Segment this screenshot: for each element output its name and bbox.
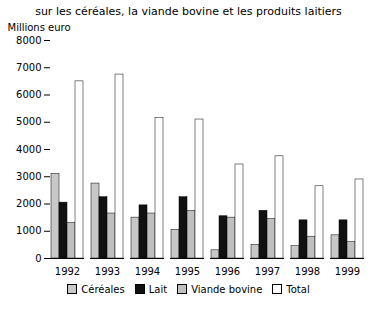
html-text:Viande bovine: Viande bovine	[191, 283, 263, 295]
svg-text:0: 0	[35, 253, 41, 264]
svg-text:1997: 1997	[255, 266, 280, 277]
html-text:sur les céréales, la viande bo: sur les céréales, la viande bovine et le…	[35, 5, 342, 18]
svg-text:1993: 1993	[95, 266, 120, 277]
svg-text:1996: 1996	[215, 266, 240, 277]
svg-text:6000: 6000	[16, 89, 41, 100]
svg-text:1995: 1995	[175, 266, 200, 277]
svg-text:1998: 1998	[295, 266, 320, 277]
svg-text:1999: 1999	[335, 266, 360, 277]
svg-text:3000: 3000	[16, 171, 41, 182]
svg-text:1992: 1992	[55, 266, 80, 277]
svg-text:4000: 4000	[16, 144, 41, 155]
html-text:Total: Total	[286, 283, 310, 295]
html-text:Lait: Lait	[148, 283, 168, 295]
svg-text:2000: 2000	[16, 198, 41, 209]
svg-text:1994: 1994	[135, 266, 160, 277]
svg-text:7000: 7000	[16, 62, 41, 73]
svg-text:8000: 8000	[16, 35, 41, 46]
svg-text:1000: 1000	[16, 225, 41, 236]
svg-text:5000: 5000	[16, 116, 41, 127]
html-text:Céréales: Céréales	[81, 283, 125, 295]
svg-text:Millions euro: Millions euro	[8, 22, 71, 33]
